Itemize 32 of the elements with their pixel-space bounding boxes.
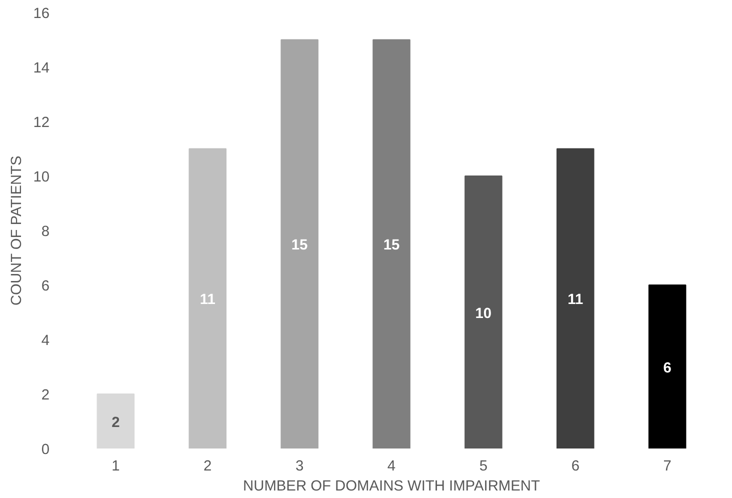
data-label: 11 <box>200 292 216 308</box>
bar <box>280 39 318 448</box>
data-label: 6 <box>663 360 672 376</box>
x-tick-label: 2 <box>204 458 212 474</box>
y-tick-label: 0 <box>41 442 50 458</box>
data-label: 11 <box>568 292 584 308</box>
data-label: 10 <box>475 306 492 322</box>
x-tick-label: 1 <box>112 458 120 474</box>
y-tick-label: 16 <box>33 6 50 22</box>
y-tick-label: 4 <box>41 333 50 349</box>
y-tick-label: 6 <box>41 278 50 294</box>
y-tick-label: 2 <box>41 388 50 404</box>
bar <box>648 284 686 448</box>
x-tick-label: 5 <box>479 458 488 474</box>
bar <box>96 394 135 448</box>
y-axis-title: COUNT OF PATIENTS <box>9 155 26 306</box>
y-tick-label: 8 <box>41 224 50 240</box>
bar <box>372 39 410 448</box>
x-tick-label: 6 <box>571 458 580 474</box>
bar <box>188 148 226 448</box>
y-tick-label: 14 <box>33 60 50 76</box>
x-axis-title: NUMBER OF DOMAINS WITH IMPAIRMENT <box>243 478 540 494</box>
data-label: 15 <box>383 238 400 254</box>
data-label: 2 <box>112 414 120 431</box>
bar <box>464 176 502 448</box>
x-tick-label: 7 <box>663 458 672 474</box>
bar <box>556 148 594 448</box>
data-label: 15 <box>291 238 308 254</box>
y-tick-label: 10 <box>33 170 50 186</box>
y-tick-label: 12 <box>33 115 50 131</box>
x-tick-label: 4 <box>387 458 396 474</box>
x-tick-label: 3 <box>295 458 304 474</box>
